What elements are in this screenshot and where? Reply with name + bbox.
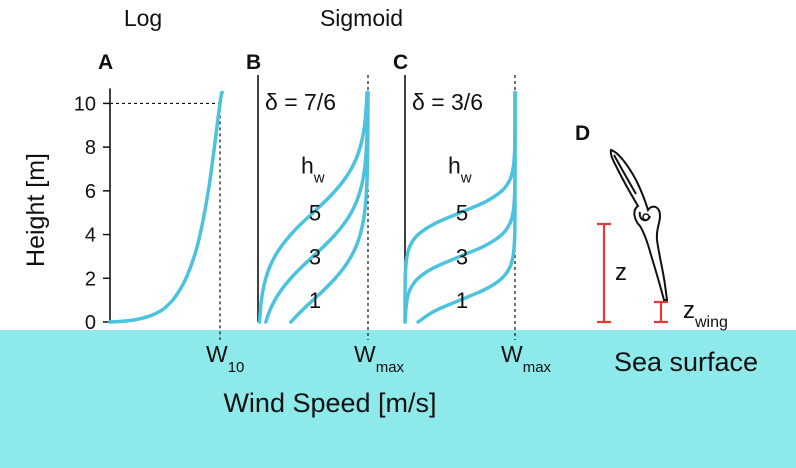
series-label: 1 [456, 288, 468, 313]
series-label: 1 [309, 288, 321, 313]
x-tick-text: W [206, 341, 228, 367]
z-wing-bar [654, 300, 668, 324]
curve [257, 90, 369, 324]
series-label: 5 [456, 201, 468, 226]
y-tick-label: 0 [85, 312, 96, 334]
x-tick-sub: 10 [228, 359, 245, 376]
series-label: 3 [456, 244, 468, 269]
legend-title: hw [301, 152, 325, 186]
panel-label: C [393, 51, 408, 74]
sea-band [0, 330, 796, 468]
x-tick-text: W [354, 341, 376, 367]
x-tick-label: Wmax [354, 341, 405, 376]
annotation: δ = 3/6 [412, 89, 483, 115]
curve [416, 90, 517, 324]
series-label: 3 [309, 244, 321, 269]
series-label: 5 [309, 201, 321, 226]
legend-title-text: h [301, 152, 314, 178]
y-tick-label: 6 [85, 181, 96, 203]
z-wing-sub: wing [694, 314, 728, 331]
x-axis-label: Wind Speed [m/s] [223, 388, 436, 418]
chart-title: Sigmoid [320, 5, 403, 31]
panel-label: A [98, 51, 113, 74]
x-tick-sub: max [376, 359, 405, 376]
panel-label: B [246, 51, 261, 74]
x-tick-text: W [501, 341, 523, 367]
bird [609, 148, 669, 301]
legend-title-sub: w [460, 169, 472, 186]
chart-title: Log [124, 5, 162, 31]
z-label: z [615, 259, 627, 286]
x-tick-label: Wmax [501, 341, 552, 376]
bird-eye [642, 213, 650, 221]
legend-title-sub: w [313, 169, 325, 186]
z-wing-text: z [683, 297, 695, 324]
surface-label: Sea surface [614, 347, 758, 377]
curve [289, 90, 370, 324]
legend-title-text: h [448, 152, 461, 178]
y-tick-label: 8 [85, 137, 96, 159]
y-tick-label: 2 [85, 268, 96, 290]
legend-title: hw [448, 152, 472, 186]
annotation: δ = 7/6 [265, 89, 336, 115]
z-bar [597, 222, 611, 324]
curve [108, 90, 224, 324]
x-tick-label: W10 [206, 341, 244, 376]
x-tick-sub: max [523, 359, 552, 376]
y-tick-label: 4 [85, 225, 96, 247]
y-tick-label: 10 [74, 93, 96, 115]
y-axis-label: Height [m] [22, 153, 50, 267]
z-wing-label: zwing [683, 297, 728, 331]
panel-label: D [575, 122, 590, 145]
